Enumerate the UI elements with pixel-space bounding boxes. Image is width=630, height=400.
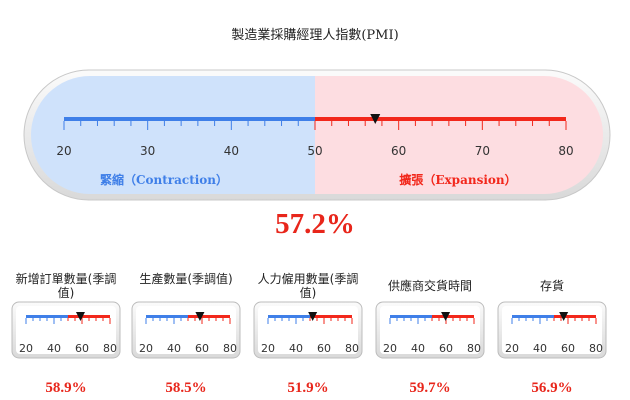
contraction-label: 緊縮（Contraction） <box>100 172 228 187</box>
sub-tick-label: 80 <box>589 342 603 355</box>
sub-tick-label: 20 <box>139 342 153 355</box>
sub-scale-contraction <box>146 315 188 318</box>
main-tick-label: 30 <box>140 144 155 158</box>
sub-scale-contraction <box>26 315 68 318</box>
sub-tick-label: 20 <box>261 342 275 355</box>
sub-gauge-value: 51.9% <box>287 380 329 396</box>
sub-scale-expansion <box>432 315 474 318</box>
sub-gauge-value: 58.5% <box>165 380 207 396</box>
sub-gauge-value: 58.9% <box>45 380 87 396</box>
sub-gauge-label: 存貨 <box>539 279 564 293</box>
main-tick-label: 70 <box>475 144 490 158</box>
sub-tick-label: 80 <box>103 342 117 355</box>
sub-tick-label: 20 <box>383 342 397 355</box>
sub-tick-label: 40 <box>47 342 61 355</box>
sub-scale-contraction <box>512 315 554 318</box>
sub-tick-label: 40 <box>167 342 181 355</box>
main-value-marker <box>370 114 381 124</box>
sub-scale-contraction <box>268 315 310 318</box>
sub-tick-label: 60 <box>317 342 331 355</box>
sub-value-marker <box>75 312 85 321</box>
sub-value-marker <box>559 312 569 321</box>
sub-tick-label: 60 <box>195 342 209 355</box>
sub-gauge-value: 59.7% <box>409 380 451 396</box>
main-tick-label: 60 <box>391 144 406 158</box>
sub-tick-label: 80 <box>467 342 481 355</box>
sub-scale-expansion <box>554 315 596 318</box>
sub-tick-label: 20 <box>505 342 519 355</box>
main-value-label: 57.2% <box>275 208 355 240</box>
main-tick-label: 20 <box>56 144 71 158</box>
main-tick-label: 50 <box>307 144 322 158</box>
contraction-zone <box>31 76 315 194</box>
sub-scale-expansion <box>68 315 110 318</box>
sub-tick-label: 60 <box>75 342 89 355</box>
sub-tick-label: 60 <box>439 342 453 355</box>
sub-tick-label: 40 <box>533 342 547 355</box>
sub-value-marker <box>195 312 205 321</box>
sub-tick-label: 40 <box>411 342 425 355</box>
expansion-zone <box>315 76 603 194</box>
sub-gauge-value: 56.9% <box>531 380 573 396</box>
sub-gauge-label: 人力僱用數量(季調值) <box>257 272 359 300</box>
sub-gauge-label: 新增訂單數量(季調值) <box>15 272 117 300</box>
expansion-label: 擴張（Expansion） <box>399 172 516 187</box>
main-tick-label: 40 <box>224 144 239 158</box>
sub-tick-label: 60 <box>561 342 575 355</box>
sub-tick-label: 80 <box>345 342 359 355</box>
main-tick-label: 80 <box>558 144 573 158</box>
sub-tick-label: 40 <box>289 342 303 355</box>
sub-scale-expansion <box>188 315 230 318</box>
chart-title: 製造業採購經理人指數(PMI) <box>231 28 399 43</box>
sub-tick-label: 80 <box>223 342 237 355</box>
sub-scale-contraction <box>390 315 432 318</box>
main-scale-contraction <box>64 117 315 121</box>
sub-tick-label: 20 <box>19 342 33 355</box>
main-scale-expansion <box>315 117 566 121</box>
sub-gauge-label: 供應商交貨時間 <box>387 279 472 293</box>
sub-gauge-label: 生產數量(季調值) <box>139 272 233 286</box>
sub-value-marker <box>441 312 451 321</box>
sub-scale-expansion <box>310 315 352 318</box>
sub-value-marker <box>308 312 318 321</box>
